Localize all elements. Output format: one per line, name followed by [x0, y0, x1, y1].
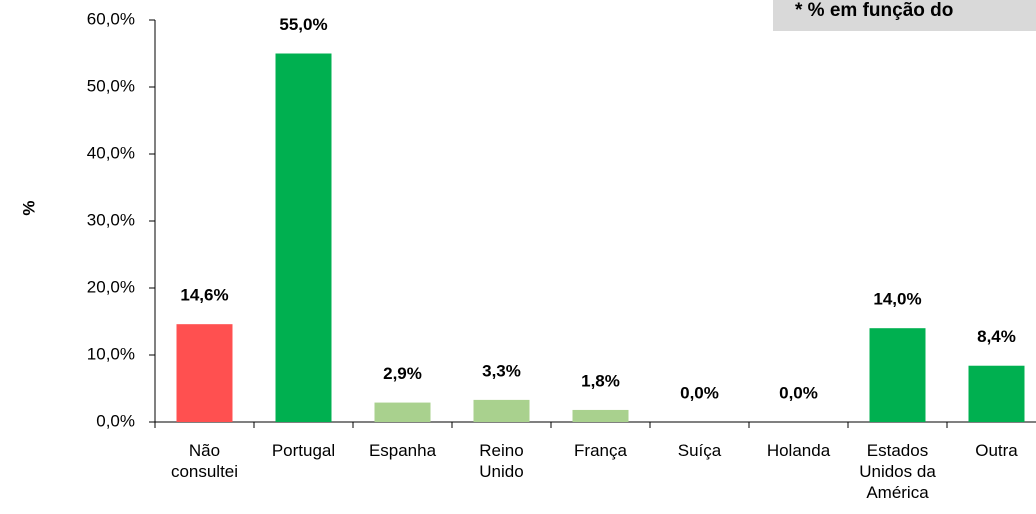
- y-tick-label: 40,0%: [87, 143, 135, 162]
- value-label: 14,0%: [873, 290, 921, 309]
- value-label: 0,0%: [680, 383, 719, 402]
- bar: [275, 53, 332, 422]
- value-label: 2,9%: [383, 364, 422, 383]
- x-tick-label: França: [574, 441, 627, 460]
- y-tick-label: 10,0%: [87, 344, 135, 363]
- y-axis-label: %: [19, 200, 38, 215]
- bar: [572, 409, 629, 422]
- value-label: 0,0%: [779, 383, 818, 402]
- bar: [473, 399, 530, 422]
- y-tick-label: 20,0%: [87, 277, 135, 296]
- x-tick-label: Portugal: [271, 441, 336, 460]
- value-label: 14,6%: [180, 286, 228, 305]
- annotation: * % em função do: [773, 0, 1036, 31]
- x-tick-label: Espanha: [368, 441, 437, 460]
- x-tick-label: Estados Unidos da América: [859, 441, 936, 502]
- value-label: 1,8%: [581, 371, 620, 390]
- value-label: 3,3%: [482, 361, 521, 380]
- bar: [869, 328, 926, 422]
- x-tick-label: Suíça: [677, 441, 722, 460]
- x-tick-label: Outra: [975, 441, 1018, 460]
- x-tick-label: Reino Unido: [479, 441, 524, 481]
- bar: [968, 365, 1025, 422]
- value-label: 8,4%: [977, 327, 1016, 346]
- x-tick-label: Não consultei: [170, 441, 239, 481]
- y-tick-label: 50,0%: [87, 76, 135, 95]
- value-label: 55,0%: [279, 15, 327, 34]
- bar: [374, 402, 431, 422]
- y-tick-label: 60,0%: [87, 9, 135, 28]
- y-tick-label: 0,0%: [96, 411, 135, 430]
- y-tick-label: 30,0%: [87, 210, 135, 229]
- x-tick-label: Holanda: [766, 441, 831, 460]
- bar: [176, 324, 233, 422]
